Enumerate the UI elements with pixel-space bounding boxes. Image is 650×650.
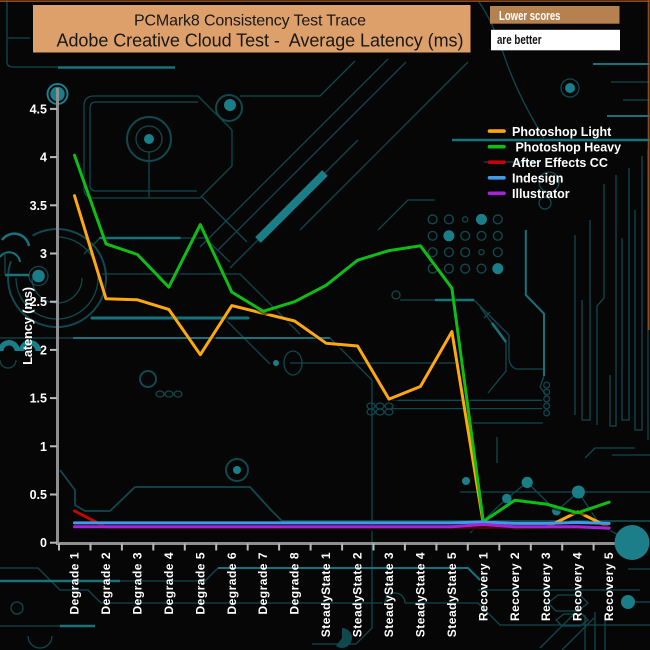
svg-text:SteadyState 5: SteadyState 5 (445, 552, 459, 637)
svg-text:4: 4 (40, 151, 47, 165)
svg-text:Latency (ms): Latency (ms) (20, 287, 35, 365)
svg-text:Recovery 1: Recovery 1 (476, 552, 490, 621)
svg-text:After Effects CC: After Effects CC (512, 156, 608, 170)
svg-text:Recovery 5: Recovery 5 (602, 552, 616, 621)
svg-text:3: 3 (40, 247, 47, 261)
svg-text:SteadyState 2: SteadyState 2 (351, 552, 365, 637)
svg-text:Degrade 5: Degrade 5 (193, 552, 207, 615)
svg-text:Degrade 1: Degrade 1 (68, 552, 82, 615)
svg-text:SteadyState 4: SteadyState 4 (413, 552, 427, 637)
svg-text:4.5: 4.5 (30, 102, 47, 116)
svg-text:Degrade 8: Degrade 8 (288, 552, 302, 615)
svg-text:PCMark8 Consistency Test Trace: PCMark8 Consistency Test Trace (134, 13, 366, 30)
svg-text:1.5: 1.5 (30, 392, 47, 406)
svg-text:Degrade 2: Degrade 2 (99, 552, 113, 615)
svg-text:Adobe Creative Cloud Test - A: Adobe Creative Cloud Test - Average Late… (57, 31, 464, 51)
svg-text:Photoshop Light: Photoshop Light (512, 125, 612, 139)
svg-text:Photoshop Heavy: Photoshop Heavy (512, 141, 621, 155)
svg-text:SteadyState 3: SteadyState 3 (382, 552, 396, 637)
svg-text:Recovery 3: Recovery 3 (539, 552, 553, 621)
svg-text:Recovery 4: Recovery 4 (571, 552, 585, 621)
svg-text:0.5: 0.5 (30, 488, 47, 502)
svg-text:1: 1 (40, 440, 47, 454)
svg-text:Degrade 4: Degrade 4 (162, 552, 176, 615)
svg-text:Degrade 6: Degrade 6 (225, 552, 239, 615)
svg-text:0: 0 (40, 536, 47, 550)
svg-text:SteadyState 1: SteadyState 1 (319, 552, 333, 637)
svg-text:Lower scores: Lower scores (499, 8, 561, 23)
svg-text:Illustrator: Illustrator (512, 187, 570, 201)
svg-text:Recovery 2: Recovery 2 (508, 552, 522, 621)
svg-text:are better: are better (497, 32, 542, 47)
svg-text:2: 2 (40, 343, 47, 357)
svg-text:Degrade 3: Degrade 3 (130, 552, 144, 615)
svg-text:2.5: 2.5 (30, 295, 47, 309)
svg-text:Indesign: Indesign (512, 172, 563, 186)
svg-text:3.5: 3.5 (30, 199, 47, 213)
svg-text:Degrade 7: Degrade 7 (256, 552, 270, 615)
